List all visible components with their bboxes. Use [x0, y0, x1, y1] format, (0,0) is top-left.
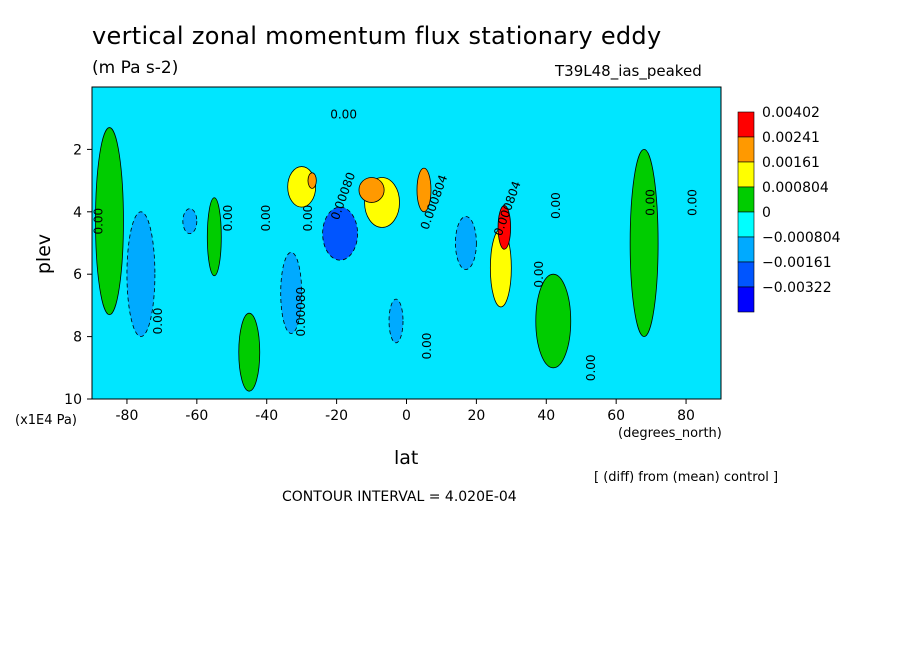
contour-label-2: 0.00 [221, 205, 235, 232]
legend-swatch-0 [737, 111, 755, 138]
contour-label-0: 0.00 [91, 208, 105, 235]
x-tick-label-3: -20 [325, 408, 348, 424]
x-axis: -80 -60 -40 -20 0 20 40 60 80 [116, 399, 695, 424]
field-region-5 [126, 211, 156, 338]
field-region-15 [416, 167, 432, 213]
legend-swatch-3 [737, 186, 755, 213]
contour-label-3: 0.00 [259, 205, 273, 232]
legend-label-0: 0.00402 [762, 105, 820, 121]
x-tick-label-2: -40 [255, 408, 278, 424]
legend-label-7: −0.00322 [762, 280, 832, 296]
legend-swatch-2 [737, 161, 755, 188]
y-axis: 2 4 6 8 10 [64, 142, 92, 408]
y-tick-label-0: 2 [73, 142, 82, 158]
chart-units: (m Pa s-2) [92, 58, 179, 78]
legend-label-2: 0.00161 [762, 155, 820, 171]
field-region-4 [629, 148, 659, 337]
contour-interval: CONTOUR INTERVAL = 4.020E-04 [282, 489, 517, 505]
plot-area: 0.000.000.00 0.00 0.000.000800.000800.000.… [91, 87, 721, 399]
x-tick-label-8: 80 [677, 408, 695, 424]
x-tick-label-5: 20 [467, 408, 485, 424]
legend-label-5: −0.000804 [762, 230, 841, 246]
contour-label-5: 0.00080 [294, 287, 308, 337]
x-tick-label-0: -80 [116, 408, 139, 424]
y-tick-label-4: 10 [64, 392, 82, 408]
legend-swatch-1 [737, 136, 755, 163]
field-region-9 [455, 216, 477, 270]
contour-label-11: 0.00 [532, 261, 546, 288]
field-region-16 [358, 177, 385, 203]
contour-label-4: 0.00 [301, 205, 315, 232]
contour-label-12: 0.00 [549, 192, 563, 219]
field-layer [95, 127, 659, 392]
x-axis-unit: (degrees_north) [618, 426, 722, 441]
field-region-3 [535, 273, 572, 369]
contour-label-7: 0.00 [330, 108, 357, 122]
contour-label-15: 0.00 [686, 189, 700, 216]
legend-swatch-6 [737, 261, 755, 288]
contour-label-8: 0.00 [420, 333, 434, 360]
y-tick-label-2: 6 [73, 267, 82, 283]
field-region-8 [388, 298, 404, 344]
field-region-7 [280, 251, 303, 334]
field-region-2 [238, 312, 261, 392]
x-tick-label-7: 60 [607, 408, 625, 424]
legend: 0.00402 0.00241 0.00161 0.000804 0 −0.000804 −… [737, 105, 841, 313]
field-region-14 [322, 206, 358, 261]
plot-background [92, 87, 721, 399]
difference-note: [ (diff) from (mean) control ] [594, 470, 779, 485]
contour-label-1: 0.00 [151, 308, 165, 335]
field-region-17 [497, 205, 512, 250]
y-tick-label-1: 4 [73, 205, 82, 221]
legend-label-3: 0.000804 [762, 180, 829, 196]
run-label: T39L48_ias_peaked [555, 62, 702, 80]
contour-label-13: 0.00 [584, 354, 598, 381]
y-tick-label-3: 8 [73, 330, 82, 346]
field-region-0 [95, 127, 124, 316]
legend-label-1: 0.00241 [762, 130, 820, 146]
legend-label-4: 0 [762, 205, 771, 221]
field-region-13 [307, 172, 317, 189]
contour-label-14: 0.00 [644, 189, 658, 216]
x-tick-label-4: 0 [402, 408, 411, 424]
legend-label-6: −0.00161 [762, 255, 832, 271]
field-region-6 [182, 208, 198, 235]
x-axis-label: lat [394, 447, 419, 469]
field-region-1 [206, 197, 222, 277]
x-tick-label-6: 40 [537, 408, 555, 424]
chart-title: vertical zonal momentum flux stationary … [92, 22, 662, 50]
y-axis-unit: (x1E4 Pa) [15, 413, 77, 428]
legend-swatch-5 [737, 236, 755, 263]
legend-swatch-4 [737, 211, 755, 238]
legend-swatch-7 [737, 286, 755, 313]
x-tick-label-1: -60 [185, 408, 208, 424]
